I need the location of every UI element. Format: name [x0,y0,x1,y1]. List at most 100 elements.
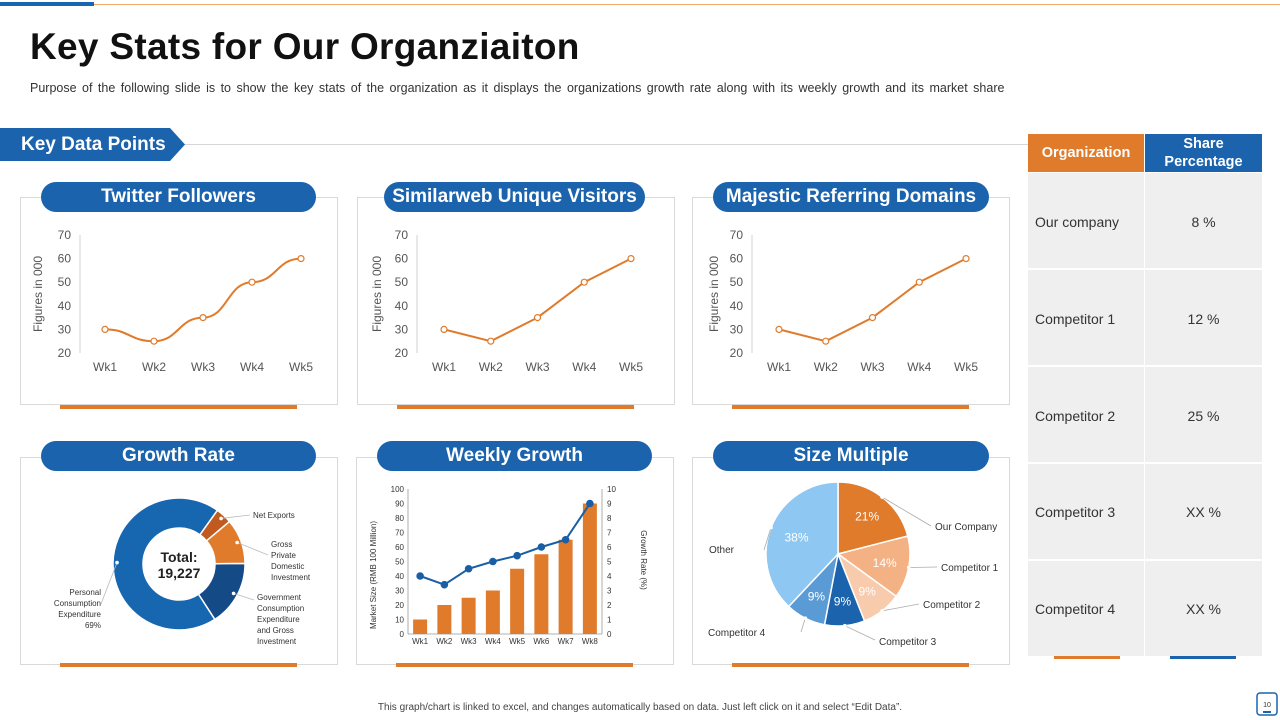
leader-dot [219,516,223,521]
label-personal-3: Expenditure [58,610,101,619]
bar [510,568,525,634]
pie-leader-line [882,603,920,612]
y-tick-label: 40 [58,299,72,313]
x-tick-label: Wk3 [191,360,215,374]
label-gpdi-2: Private [271,551,296,560]
table-cell-bg [1145,561,1262,656]
top-rule [0,4,1280,5]
y-tick-label: 70 [395,228,409,242]
card-underline [396,663,633,667]
bar [558,539,573,634]
right-tick-label: 5 [607,558,612,567]
series-line [778,257,967,343]
y-tick-label: 50 [58,275,72,289]
left-tick-label: 100 [391,485,405,494]
bar [485,590,500,634]
table-cell-bg [1145,464,1262,559]
x-tick-label: Wk2 [436,637,453,646]
x-tick-label: Wk8 [582,637,599,646]
legend-competitor-4: Competitor 4 [708,628,766,639]
legend-other: Other [709,545,735,556]
table-cell-bg [1028,173,1144,268]
data-point [915,278,923,286]
page-title: Key Stats for Our Organziaiton [30,26,580,67]
left-tick-label: 30 [395,587,404,596]
pie-leader-line [881,496,932,527]
footer-note: This graph/chart is linked to excel, and… [377,702,903,713]
leader-line [233,593,255,601]
card-title-majestic-domains: Majestic Referring Domains [713,182,989,212]
leader-line [221,514,251,519]
data-point [440,325,448,334]
table-cell-bg [1145,367,1262,462]
x-tick-label: Wk2 [814,360,838,374]
right-tick-label: 4 [607,572,612,581]
table-cell-bg [1145,173,1262,268]
x-tick-label: Wk4 [572,360,596,374]
x-tick-label: Wk3 [461,637,478,646]
right-tick-label: 6 [607,543,612,552]
y-tick-label: 40 [730,299,744,313]
left-tick-label: 40 [395,572,404,581]
legend-competitor-3: Competitor 3 [879,637,937,648]
growth-point [586,499,594,508]
table-cell-bg [1028,270,1144,365]
y-tick-label: 50 [395,275,409,289]
weekly-growth-ylabel-left: Market Size (RMB 100 Million) [369,521,378,629]
left-tick-label: 0 [400,630,405,639]
size-multiple-pie-chart: Our Company Competitor 1 Competitor 2 Co… [708,481,999,648]
page-number-badge: 10 [1256,692,1278,716]
table-cell-share: 12 % [1187,311,1220,327]
bar [534,554,549,634]
label-gov-5: Investment [257,637,297,646]
top-accent-bar [0,2,94,6]
pie-leader-dot [880,609,884,613]
pie-data-label: 38% [784,531,808,545]
label-gov-3: Expenditure [257,615,300,624]
x-tick-label: Wk4 [240,360,264,374]
y-tick-label: 60 [395,252,409,266]
right-tick-label: 2 [607,601,612,610]
y-tick-label: 20 [730,346,744,360]
y-tick-label: 50 [730,275,744,289]
data-point [297,254,305,263]
y-tick-label: 30 [730,322,744,336]
growth-point [489,557,497,566]
pie-leader-line [763,527,772,551]
x-tick-label: Wk1 [432,360,456,374]
table-header-share: Share Percentage [1145,134,1262,172]
x-tick-label: Wk2 [479,360,503,374]
donut-center-label: Total: [160,549,197,565]
data-point [775,325,783,334]
weekly-growth-ylabel-right: Growth Rate (%) [639,530,648,590]
data-point [962,254,970,263]
section-label: Key Data Points [21,134,166,155]
pie-leader-dot [769,525,773,530]
bar [461,597,476,634]
right-tick-label: 10 [607,485,616,494]
data-point [487,337,495,345]
growth-point [561,535,570,544]
label-gpdi-1: Gross [271,540,292,549]
table-cell-share: XX % [1185,601,1221,617]
left-tick-label: 60 [395,543,404,552]
table-header-organization: Organization [1028,134,1144,172]
pie-leader-dot [842,623,847,628]
data-point [627,254,635,263]
right-tick-label: 8 [607,514,612,523]
pie-data-label: 21% [855,509,879,523]
label-personal-2: Consumption [54,599,101,608]
leader-dot [235,540,239,545]
y-tick-label: 40 [395,299,409,313]
left-tick-label: 90 [395,500,404,509]
x-tick-label: Wk3 [526,360,550,374]
series-line [104,257,302,343]
bar [413,619,428,634]
pie-leader-dot [906,565,911,570]
y-tick-label: 60 [58,252,72,266]
card-title-similarweb-visitors: Similarweb Unique Visitors [384,182,645,212]
y-axis-title: Figures in 000 [370,256,384,332]
table-underline-orange [1054,656,1120,659]
card-title-twitter-followers: Twitter Followers [41,182,316,212]
card-title-size-multiple: Size Multiple [713,441,989,471]
